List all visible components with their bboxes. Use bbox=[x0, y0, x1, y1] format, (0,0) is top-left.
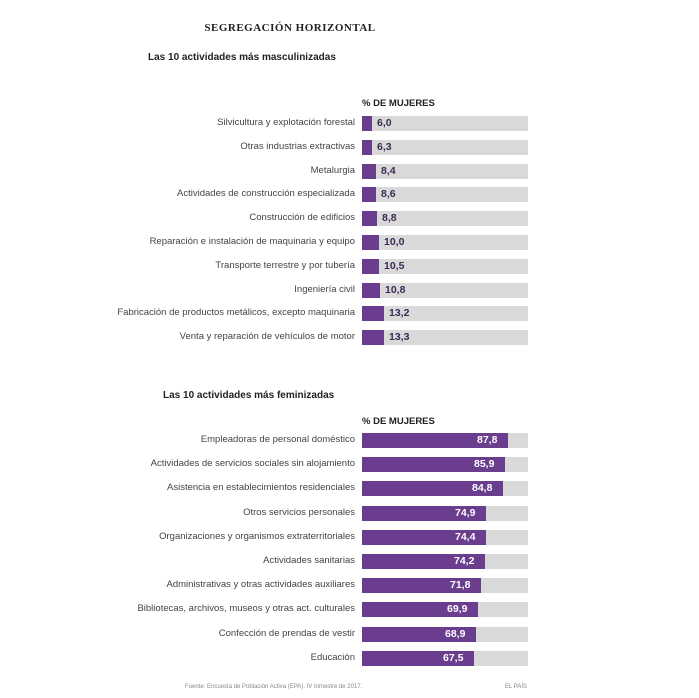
category-label: Bibliotecas, archivos, museos y otras ac… bbox=[137, 603, 355, 614]
category-label: Otras industrias extractivas bbox=[240, 141, 355, 152]
source-note: Fuente: Encuesta de Población Activa (EP… bbox=[185, 684, 363, 690]
category-label: Ingeniería civil bbox=[294, 284, 355, 295]
chart-1-subtitle: Las 10 actividades más masculinizadas bbox=[148, 52, 336, 63]
value-label: 6,0 bbox=[377, 117, 392, 129]
value-label: 87,8 bbox=[477, 434, 498, 446]
category-label: Venta y reparación de vehículos de motor bbox=[179, 331, 355, 342]
bar bbox=[362, 651, 474, 666]
bar-track: 68,9 bbox=[362, 627, 528, 642]
bar-track: 8,4 bbox=[362, 164, 528, 179]
bar-track: 87,8 bbox=[362, 433, 528, 448]
bar bbox=[362, 187, 376, 202]
category-label: Actividades sanitarias bbox=[263, 555, 355, 566]
bar-track: 13,3 bbox=[362, 330, 528, 345]
value-label: 6,3 bbox=[377, 141, 392, 153]
bar bbox=[362, 554, 485, 569]
bar-track: 74,4 bbox=[362, 530, 528, 545]
value-label: 85,9 bbox=[474, 458, 495, 470]
category-label: Transporte terrestre y por tubería bbox=[215, 260, 355, 271]
value-label: 84,8 bbox=[472, 482, 493, 494]
value-label: 13,2 bbox=[389, 307, 410, 319]
category-label: Metalurgia bbox=[310, 165, 355, 176]
value-label: 74,2 bbox=[454, 555, 475, 567]
value-label: 10,5 bbox=[384, 260, 405, 272]
bar bbox=[362, 235, 379, 250]
value-label: 8,8 bbox=[382, 212, 397, 224]
bar bbox=[362, 306, 384, 321]
bar-track: 84,8 bbox=[362, 481, 528, 496]
category-label: Fabricación de productos metálicos, exce… bbox=[117, 307, 355, 318]
value-label: 10,0 bbox=[384, 236, 405, 248]
bar bbox=[362, 578, 481, 593]
bar bbox=[362, 211, 377, 226]
category-label: Empleadoras de personal doméstico bbox=[200, 434, 355, 445]
bar bbox=[362, 140, 372, 155]
value-label: 74,9 bbox=[455, 507, 476, 519]
brand-label: EL PAÍS bbox=[505, 684, 528, 690]
bar bbox=[362, 433, 508, 448]
bar-track: 6,0 bbox=[362, 116, 528, 131]
bar-track: 74,2 bbox=[362, 554, 528, 569]
bar-track: 74,9 bbox=[362, 506, 528, 521]
bar-track: 6,3 bbox=[362, 140, 528, 155]
category-label: Administrativas y otras actividades auxi… bbox=[166, 579, 356, 590]
value-label: 67,5 bbox=[443, 652, 464, 664]
bar-track: 8,6 bbox=[362, 187, 528, 202]
category-label: Reparación e instalación de maquinaria y… bbox=[149, 236, 355, 247]
bar-track: 71,8 bbox=[362, 578, 528, 593]
bar bbox=[362, 457, 505, 472]
bar bbox=[362, 506, 486, 521]
bar-track: 13,2 bbox=[362, 306, 528, 321]
bar bbox=[362, 164, 376, 179]
value-label: 74,4 bbox=[455, 531, 476, 543]
value-label: 69,9 bbox=[447, 603, 468, 615]
category-label: Actividades de construcción especializad… bbox=[177, 188, 355, 199]
bar-track: 69,9 bbox=[362, 602, 528, 617]
bar bbox=[362, 330, 384, 345]
chart-2-column-header: % DE MUJERES bbox=[362, 416, 435, 427]
bar bbox=[362, 283, 380, 298]
chart-1-column-header: % DE MUJERES bbox=[362, 98, 435, 109]
value-label: 8,4 bbox=[381, 165, 396, 177]
bar bbox=[362, 259, 379, 274]
category-label: Construcción de edificios bbox=[249, 212, 355, 223]
category-label: Actividades de servicios sociales sin al… bbox=[150, 458, 355, 469]
bar-track: 10,5 bbox=[362, 259, 528, 274]
value-label: 8,6 bbox=[381, 188, 396, 200]
bar-track: 10,0 bbox=[362, 235, 528, 250]
chart-title: SEGREGACIÓN HORIZONTAL bbox=[204, 22, 376, 34]
category-label: Educación bbox=[310, 652, 355, 663]
bar-track: 67,5 bbox=[362, 651, 528, 666]
bar bbox=[362, 481, 503, 496]
bar-track: 8,8 bbox=[362, 211, 528, 226]
category-label: Confección de prendas de vestir bbox=[218, 628, 355, 639]
category-label: Otros servicios personales bbox=[243, 507, 355, 518]
value-label: 71,8 bbox=[450, 579, 471, 591]
bar-track: 85,9 bbox=[362, 457, 528, 472]
value-label: 10,8 bbox=[385, 284, 406, 296]
bar bbox=[362, 116, 372, 131]
category-label: Silvicultura y explotación forestal bbox=[217, 117, 355, 128]
value-label: 68,9 bbox=[445, 628, 466, 640]
chart-2-subtitle: Las 10 actividades más feminizadas bbox=[163, 390, 335, 401]
bar bbox=[362, 627, 476, 642]
category-label: Organizaciones y organismos extraterrito… bbox=[159, 531, 355, 542]
bar-track: 10,8 bbox=[362, 283, 528, 298]
bar bbox=[362, 530, 486, 545]
category-label: Asistencia en establecimientos residenci… bbox=[167, 482, 355, 493]
value-label: 13,3 bbox=[389, 331, 410, 343]
bar bbox=[362, 602, 478, 617]
